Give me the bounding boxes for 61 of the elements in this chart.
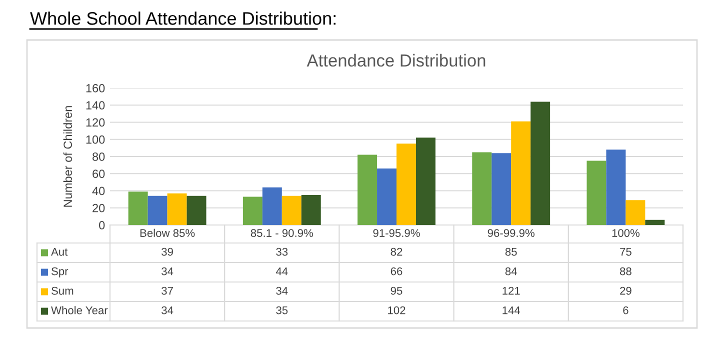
bar [396,144,416,225]
bar [242,196,262,225]
bar [186,196,206,225]
bar [416,138,436,225]
y-tick-label: 0 [99,221,105,230]
bar [128,192,148,225]
bar [301,195,321,225]
bar [262,187,282,225]
legend-label: Aut [51,248,68,256]
data-label: 35 [276,306,288,314]
bar [377,168,396,225]
y-tick-label: 80 [92,152,105,161]
x-tick-label: 100% [612,229,640,237]
bar [530,102,550,225]
data-label: 88 [620,267,632,276]
data-label: 34 [162,306,174,314]
data-label: 44 [276,267,288,276]
x-tick-label: 85.1 - 90.9% [250,229,314,237]
data-label: 82 [390,248,402,256]
data-label: 66 [390,267,402,276]
chart-subtitle: Attendance Distribution [306,54,486,67]
y-tick-label: 160 [86,84,105,92]
bar [282,196,302,225]
data-label: 144 [502,306,520,314]
data-label: 95 [390,286,402,295]
bar [606,150,626,225]
legend-label: Whole Year [51,306,108,314]
data-label: 33 [276,248,288,256]
bar [148,196,168,225]
bar [167,193,187,225]
chart-title: Whole School Attendance Distribution: [30,12,336,25]
bar [511,121,531,225]
data-label: 85 [505,248,517,256]
x-tick-label: Below 85% [140,228,195,237]
data-label: 84 [505,267,517,276]
y-axis-title: Number of Children [63,106,72,207]
legend-label: Spr [52,267,68,278]
data-label: 6 [623,306,628,314]
x-tick-label: 91-95.9% [373,229,420,237]
y-tick-label: 140 [86,101,105,110]
y-tick-label: 60 [92,170,105,178]
y-tick-label: 20 [92,204,105,212]
data-label: 34 [276,286,288,295]
y-tick-label: 100 [86,135,105,144]
bar [492,153,512,225]
data-label: 121 [502,286,520,295]
bar [626,200,646,225]
bar [586,160,606,225]
legend-label: Sum [52,286,74,295]
data-label: 102 [388,306,406,314]
data-label: 29 [620,286,632,295]
data-label: 34 [162,267,174,276]
data-label: 39 [162,248,173,256]
bar [472,152,492,225]
bar [645,220,665,225]
data-label: 75 [620,248,632,256]
x-tick-label: 96-99.9% [488,229,534,237]
y-tick-label: 40 [92,186,105,196]
bar [358,154,378,225]
data-label: 37 [162,286,173,295]
y-tick-label: 120 [86,118,105,127]
